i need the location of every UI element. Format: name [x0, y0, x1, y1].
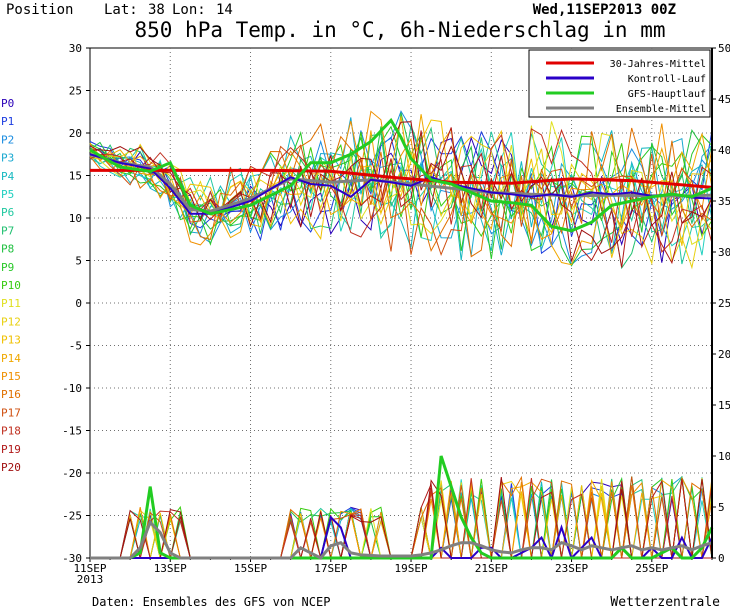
precip-line-ensemble-mittel: [90, 519, 713, 560]
position-label: Position: [6, 2, 73, 18]
member-label-p2: P2: [1, 133, 14, 146]
member-label-p20: P20: [1, 461, 21, 474]
y-tick-label: 20: [69, 127, 82, 140]
x-tick-label: 11SEP: [73, 562, 106, 575]
member-temp-line: [89, 117, 713, 256]
member-label-p16: P16: [1, 388, 21, 401]
x-tick-label: 13SEP: [154, 562, 187, 575]
member-temp-line: [89, 121, 713, 246]
y-tick-label: 15: [69, 170, 82, 183]
y2-tick-label: 15: [718, 399, 730, 412]
member-label-p3: P3: [1, 152, 14, 165]
y-tick-label: 0: [75, 297, 82, 310]
member-label-p7: P7: [1, 224, 14, 237]
y-tick-label: -30: [62, 552, 82, 565]
x-tick-label: 25SEP: [635, 562, 668, 575]
member-label-p15: P15: [1, 370, 21, 383]
legend-label-gfs-hauptlauf: GFS-Hauptlauf: [628, 89, 706, 100]
member-label-p1: P1: [1, 115, 14, 128]
y2-tick-label: 50: [718, 42, 730, 55]
y2-tick-label: 25: [718, 297, 730, 310]
y2-tick-label: 45: [718, 93, 730, 106]
footer-source: Daten: Ensembles des GFS von NCEP: [92, 595, 330, 609]
y-tick-label: 5: [75, 255, 82, 268]
lon-value: 14: [216, 2, 233, 18]
highlighted-series-lines: [89, 117, 714, 561]
precip-line-gfs-hauptlauf: [90, 455, 714, 560]
run-datetime: Wed,11SEP2013 00Z: [533, 2, 676, 18]
left-axis: 30 25 20 15 10 5 0 -5 -10 -15 -20 -25 -30: [62, 42, 90, 565]
y2-tick-label: 30: [718, 246, 730, 259]
member-label-p0: P0: [1, 97, 14, 110]
member-temp-line: [89, 128, 713, 253]
x-tick-label: 15SEP: [234, 562, 267, 575]
y-tick-label: -25: [62, 510, 82, 523]
legend-label-kontroll-lauf: Kontroll-Lauf: [628, 74, 706, 85]
y-tick-label: -5: [69, 340, 82, 353]
temp-line-kontroll-lauf: [89, 153, 713, 215]
member-label-p8: P8: [1, 243, 14, 256]
temp-line-gfs-hauptlauf: [89, 117, 713, 233]
x-tick-label: 19SEP: [394, 562, 427, 575]
x-tick-label: 21SEP: [475, 562, 508, 575]
y-tick-label: 30: [69, 42, 82, 55]
y2-tick-label: 0: [718, 552, 725, 565]
member-label-p9: P9: [1, 261, 14, 274]
member-labels: P0 P1 P2 P3 P4 P5 P6 P7 P8 P9 P10 P11 P12 P13 P14 P15 P1…: [1, 97, 21, 474]
lat-value: 38: [148, 2, 165, 18]
member-label-p4: P4: [1, 170, 15, 183]
chart-title: 850 hPa Temp. in °C, 6h-Niederschlag in …: [134, 18, 665, 42]
y-tick-label: -20: [62, 467, 82, 480]
y2-tick-label: 10: [718, 450, 730, 463]
y-tick-label: -10: [62, 382, 82, 395]
member-temp-line: [89, 110, 713, 246]
y-tick-label: -15: [62, 425, 82, 438]
member-label-p10: P10: [1, 279, 21, 292]
y-tick-label: 10: [69, 212, 82, 225]
legend-box: [528, 49, 711, 118]
legend-label-ensemble-mittel: Ensemble-Mittel: [616, 104, 706, 115]
member-label-p19: P19: [1, 443, 21, 456]
footer-brand: Wetterzentrale: [610, 595, 720, 609]
member-label-p5: P5: [1, 188, 14, 201]
y2-tick-label: 5: [718, 501, 725, 514]
member-temp-line: [89, 122, 713, 258]
member-label-p14: P14: [1, 352, 21, 365]
member-temp-line: [89, 121, 713, 262]
temp-line-30-jahres-mittel: [90, 168, 713, 189]
y2-tick-label: 20: [718, 348, 730, 361]
member-label-p6: P6: [1, 206, 14, 219]
y-tick-label: 25: [69, 85, 82, 98]
member-label-p12: P12: [1, 315, 21, 328]
gridlines: [90, 48, 712, 558]
member-temp-line: [89, 119, 713, 258]
x-tick-label: 17SEP: [314, 562, 347, 575]
legend-label-30-jahres-mittel: 30-Jahres-Mittel: [610, 59, 706, 70]
member-label-p13: P13: [1, 334, 21, 347]
member-label-p11: P11: [1, 297, 21, 310]
member-label-p17: P17: [1, 406, 21, 419]
member-label-p18: P18: [1, 425, 21, 438]
bottom-axis: 11SEP2013 13SEP 15SEP 17SEP 19SEP 21SEP 23SEP 2…: [73, 558, 713, 586]
legend: 30-Jahres-Mittel Kontroll-Lauf GFS-Hauptla…: [528, 49, 711, 118]
plot-area: [89, 47, 713, 559]
x-tick-label: 23SEP: [555, 562, 588, 575]
lon-label: Lon:: [172, 2, 206, 18]
x-tick-sublabel: 2013: [77, 573, 104, 586]
y2-tick-label: 35: [718, 195, 730, 208]
lat-label: Lat:: [104, 2, 138, 18]
member-temp-line: [89, 125, 713, 260]
y2-tick-label: 40: [718, 144, 730, 157]
member-temp-line: [89, 144, 713, 257]
